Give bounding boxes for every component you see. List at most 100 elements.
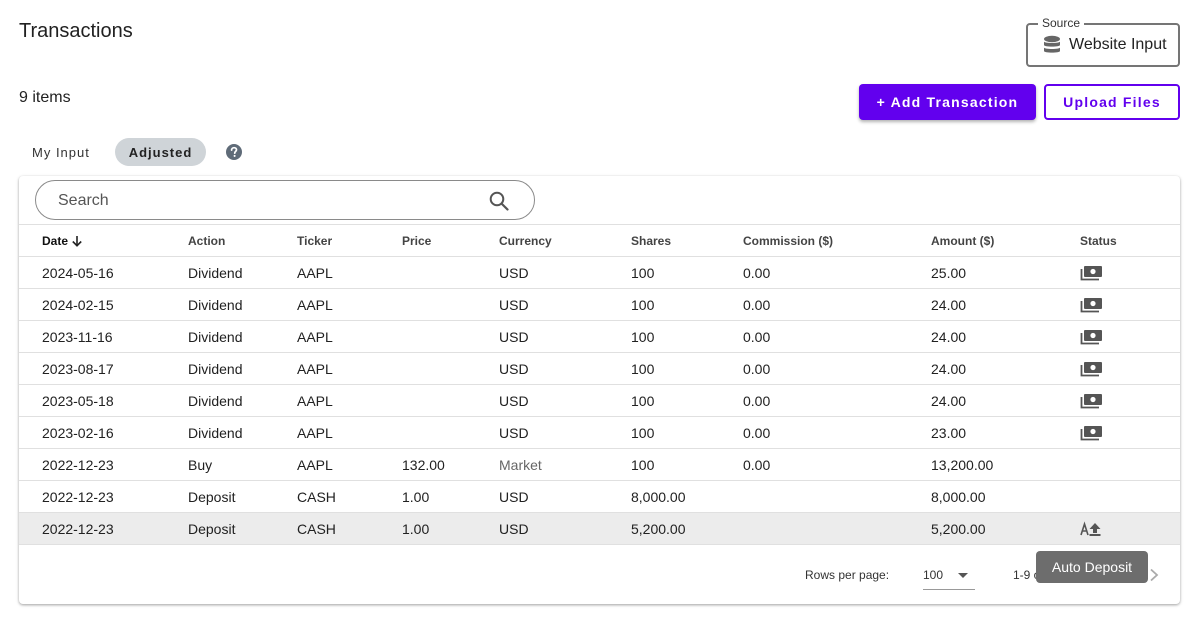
search-input[interactable] — [58, 189, 478, 213]
add-transaction-button[interactable]: + Add Transaction — [859, 84, 1036, 120]
cash-icon[interactable] — [1080, 393, 1103, 409]
cell-shares: 100 — [631, 360, 655, 377]
toggle-adjusted[interactable]: Adjusted — [115, 138, 206, 166]
cell-status — [1080, 353, 1103, 384]
column-header-date[interactable]: Date — [42, 225, 83, 256]
source-legend: Source — [1038, 16, 1085, 30]
table-row[interactable]: 2022-12-23 Deposit CASH 1.00 USD 8,000.0… — [19, 481, 1180, 513]
table-row[interactable]: 2024-02-15 Dividend AAPL USD 100 0.00 24… — [19, 289, 1180, 321]
cash-icon[interactable] — [1080, 265, 1103, 281]
cell-currency: USD — [499, 424, 529, 441]
help-icon[interactable] — [226, 144, 242, 160]
cell-status — [1080, 513, 1103, 544]
rows-per-page-label: Rows per page: — [805, 568, 890, 582]
cell-price: 132.00 — [402, 456, 445, 473]
table-row[interactable]: 2022-12-23 Buy AAPL 132.00 Market 100 0.… — [19, 449, 1180, 481]
cell-date: 2023-08-17 — [42, 360, 114, 377]
cell-action: Buy — [188, 456, 213, 473]
cell-shares: 100 — [631, 392, 655, 409]
database-icon — [1044, 35, 1060, 53]
table-row[interactable]: 2024-05-16 Dividend AAPL USD 100 0.00 25… — [19, 257, 1180, 289]
cell-amount: 24.00 — [931, 296, 967, 313]
cell-commission: 0.00 — [743, 424, 771, 441]
cell-amount: 24.00 — [931, 328, 967, 345]
chevron-right-icon[interactable] — [1149, 568, 1159, 582]
column-header-date-label: Date — [42, 233, 69, 248]
cell-action: Dividend — [188, 296, 243, 313]
cell-date: 2022-12-23 — [42, 456, 114, 473]
cell-amount: 24.00 — [931, 360, 967, 377]
cell-amount: 23.00 — [931, 424, 967, 441]
upload-files-button[interactable]: Upload Files — [1044, 84, 1180, 120]
page-title: Transactions — [19, 20, 133, 42]
cash-icon[interactable] — [1080, 361, 1103, 377]
auto-deposit-icon[interactable] — [1080, 520, 1103, 537]
table-row-hovered[interactable]: 2022-12-23 Deposit CASH 1.00 USD 5,200.0… — [19, 513, 1180, 545]
cell-commission: 0.00 — [743, 392, 771, 409]
cash-icon[interactable] — [1080, 425, 1103, 441]
cell-commission: 0.00 — [743, 328, 771, 345]
cell-status — [1080, 257, 1103, 288]
cell-ticker: AAPL — [297, 264, 333, 281]
column-header-action[interactable]: Action — [188, 233, 226, 248]
table-header: Date Action Ticker Price Currency Shares… — [19, 224, 1180, 257]
column-header-price[interactable]: Price — [402, 233, 432, 248]
cell-action: Dividend — [188, 264, 243, 281]
cell-currency: USD — [499, 520, 529, 537]
cell-date: 2022-12-23 — [42, 520, 114, 537]
column-header-currency[interactable]: Currency — [499, 233, 552, 248]
cell-ticker: CASH — [297, 488, 336, 505]
table-row[interactable]: 2023-02-16 Dividend AAPL USD 100 0.00 23… — [19, 417, 1180, 449]
cell-action: Dividend — [188, 360, 243, 377]
cell-ticker: AAPL — [297, 392, 333, 409]
cell-ticker: CASH — [297, 520, 336, 537]
cell-ticker: AAPL — [297, 360, 333, 377]
cell-action: Deposit — [188, 488, 236, 505]
cell-price: 1.00 — [402, 520, 430, 537]
column-header-shares[interactable]: Shares — [631, 233, 672, 248]
cell-amount: 5,200.00 — [931, 520, 986, 537]
column-header-amount[interactable]: Amount ($) — [931, 233, 995, 248]
cell-ticker: AAPL — [297, 296, 333, 313]
cell-price: 1.00 — [402, 488, 430, 505]
cell-status — [1080, 289, 1103, 320]
cell-action: Deposit — [188, 520, 236, 537]
cell-commission: 0.00 — [743, 456, 771, 473]
cell-action: Dividend — [188, 328, 243, 345]
column-header-status[interactable]: Status — [1080, 233, 1117, 248]
table-row[interactable]: 2023-11-16 Dividend AAPL USD 100 0.00 24… — [19, 321, 1180, 353]
table-row[interactable]: 2023-05-18 Dividend AAPL USD 100 0.00 24… — [19, 385, 1180, 417]
cell-amount: 25.00 — [931, 264, 967, 281]
cell-shares: 100 — [631, 264, 655, 281]
cell-currency: USD — [499, 328, 529, 345]
search-box[interactable] — [35, 180, 535, 220]
cell-status — [1080, 321, 1103, 352]
toggle-my-input[interactable]: My Input — [32, 145, 90, 160]
column-header-ticker[interactable]: Ticker — [297, 233, 333, 248]
cash-icon[interactable] — [1080, 297, 1103, 313]
cash-icon[interactable] — [1080, 329, 1103, 345]
cell-date: 2023-11-16 — [42, 328, 113, 345]
source-selector[interactable]: Source Website Input — [1026, 16, 1180, 67]
cell-status — [1080, 417, 1103, 448]
cell-ticker: AAPL — [297, 424, 333, 441]
cell-amount: 24.00 — [931, 392, 967, 409]
transactions-table: Date Action Ticker Price Currency Shares… — [19, 224, 1180, 545]
cell-commission: 0.00 — [743, 360, 771, 377]
cell-action: Dividend — [188, 424, 243, 441]
cell-currency: USD — [499, 360, 529, 377]
cell-date: 2024-05-16 — [42, 264, 114, 281]
cell-commission: 0.00 — [743, 264, 771, 281]
cell-amount: 13,200.00 — [931, 456, 994, 473]
rows-per-page-select[interactable]: 100 — [923, 560, 975, 590]
cell-amount: 8,000.00 — [931, 488, 986, 505]
cell-shares: 100 — [631, 456, 655, 473]
cell-date: 2023-02-16 — [42, 424, 114, 441]
cell-currency: USD — [499, 264, 529, 281]
column-header-commission[interactable]: Commission ($) — [743, 233, 834, 248]
cell-ticker: AAPL — [297, 456, 333, 473]
caret-down-icon — [958, 573, 968, 578]
table-row[interactable]: 2023-08-17 Dividend AAPL USD 100 0.00 24… — [19, 353, 1180, 385]
search-icon[interactable] — [488, 190, 510, 212]
cell-date: 2024-02-15 — [42, 296, 114, 313]
